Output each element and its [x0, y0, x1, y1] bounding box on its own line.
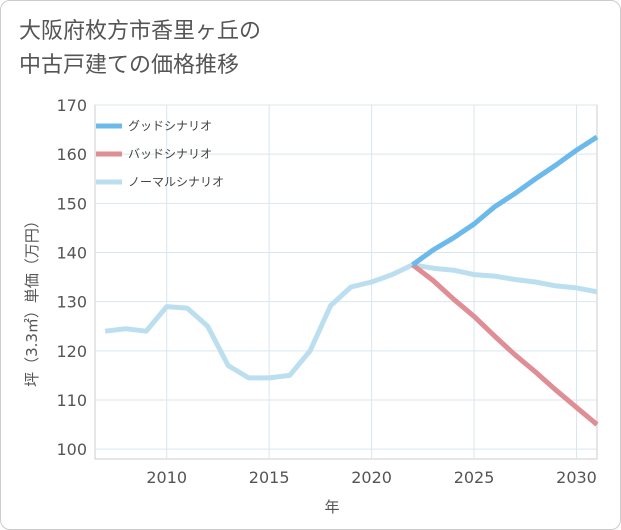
x-axis-ticks: 2010 2015 2020 2025 2030: [146, 468, 597, 487]
chart-title-line-1: 大阪府枚方市香里ヶ丘の: [19, 19, 262, 44]
bad-scenario-line: [411, 262, 599, 427]
y-tick-label: 130: [56, 293, 87, 312]
y-tick-label: 110: [56, 391, 87, 410]
y-tick-label: 100: [56, 440, 87, 459]
normal-scenario-line: [104, 262, 598, 381]
chart-title: 大阪府枚方市香里ヶ丘の 中古戸建ての価格推移: [19, 15, 261, 83]
chart-title-line-2: 中古戸建ての価格推移: [19, 53, 240, 78]
y-tick-label: 120: [56, 342, 87, 361]
series-lines: [104, 134, 599, 427]
legend-item-bad-label: バッドシナリオ: [128, 147, 212, 161]
x-tick-label: 2010: [146, 468, 187, 487]
x-tick-label: 2020: [351, 468, 392, 487]
good-scenario-line: [411, 134, 599, 267]
legend-item-normal-label: ノーマルシナリオ: [128, 175, 224, 189]
y-tick-label: 140: [56, 244, 87, 263]
y-axis-ticks: 100 110 120 130 140 150 160 170: [56, 96, 87, 459]
y-tick-label: 160: [56, 145, 87, 164]
x-axis-title: 年: [324, 498, 339, 516]
y-tick-label: 170: [56, 96, 87, 115]
x-tick-label: 2025: [454, 468, 495, 487]
x-tick-label: 2015: [249, 468, 290, 487]
y-axis-title: 坪（3.3㎡）単価（万円）: [23, 213, 41, 387]
y-tick-label: 150: [56, 194, 87, 213]
x-tick-label: 2030: [556, 468, 597, 487]
legend-item-good-label: グッドシナリオ: [128, 119, 212, 133]
